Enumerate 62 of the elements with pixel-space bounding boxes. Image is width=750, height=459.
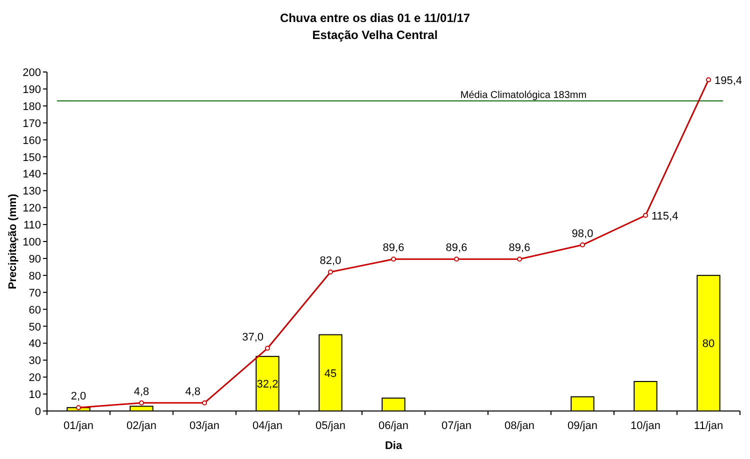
y-tick-label: 170: [22, 118, 41, 130]
data-label: 195,4: [714, 74, 742, 87]
point: [580, 242, 585, 248]
y-tick-label: 10: [28, 389, 41, 402]
x-tick-label: 02/jan: [126, 420, 156, 432]
y-tick-label: 110: [23, 220, 41, 232]
point: [202, 400, 207, 406]
ref-line-label: Média Climatológica 183mm: [460, 90, 587, 101]
data-label: 89,6: [382, 242, 404, 254]
point: [454, 256, 459, 262]
point: [517, 256, 522, 262]
data-label: 115,4: [652, 210, 678, 222]
y-tick-label: 140: [22, 168, 41, 181]
x-axis-title: Dia: [384, 440, 403, 452]
point: [328, 270, 333, 275]
x-tick-label: 10/jan: [630, 420, 660, 432]
y-tick-label: 80: [28, 270, 41, 282]
data-label: 32,2: [256, 378, 278, 391]
point: [706, 77, 711, 82]
point: [139, 400, 144, 406]
x-tick-label: 08/jan: [504, 420, 534, 432]
data-label: 89,6: [446, 242, 468, 254]
y-tick-label: 40: [28, 338, 41, 350]
x-tick-label: 05/jan: [316, 420, 346, 432]
chart-title: Chuva entre os dias 01 e 11/01/17: [280, 11, 470, 25]
chart-subtitle: Estação Velha Central: [312, 28, 438, 42]
y-tick-label: 200: [22, 67, 41, 79]
x-tick-label: 01/jan: [64, 420, 94, 432]
data-label: 4,8: [185, 386, 200, 398]
y-tick-label: 180: [22, 100, 41, 113]
data-label: 98,0: [572, 228, 594, 240]
y-tick-label: 20: [28, 372, 41, 384]
y-tick-label: 160: [22, 134, 41, 147]
y-tick-label: 50: [28, 321, 41, 334]
y-axis-title: Precipitação (mm): [7, 193, 19, 290]
x-tick-label: 03/jan: [190, 420, 220, 432]
data-label: 89,6: [508, 242, 530, 254]
data-label: 37,0: [242, 331, 264, 344]
x-tick-label: 07/jan: [442, 420, 472, 432]
data-label: 82,0: [320, 255, 342, 268]
y-tick-label: 30: [28, 355, 41, 368]
y-tick-label: 60: [28, 304, 41, 316]
point: [265, 346, 270, 351]
data-label: 45: [324, 368, 337, 380]
y-tick-label: 130: [22, 186, 41, 198]
y-tick-label: 70: [28, 287, 41, 300]
y-tick-label: 100: [22, 236, 41, 248]
y-tick-label: 190: [22, 84, 41, 96]
point: [643, 212, 648, 218]
point: [76, 405, 81, 410]
y-tick-label: 0: [34, 406, 41, 418]
x-tick-label: 04/jan: [252, 420, 282, 432]
x-tick-label: 11/jan: [694, 420, 724, 432]
x-tick-label: 09/jan: [568, 420, 598, 432]
y-tick-label: 150: [22, 152, 41, 164]
y-tick-label: 120: [22, 202, 41, 215]
y-tick-label: 90: [28, 253, 41, 266]
data-label: 2,0: [70, 390, 86, 403]
data-label: 4,8: [134, 386, 150, 398]
x-tick-label: 06/jan: [378, 420, 408, 432]
point: [391, 256, 396, 262]
data-label: 80: [702, 338, 715, 350]
